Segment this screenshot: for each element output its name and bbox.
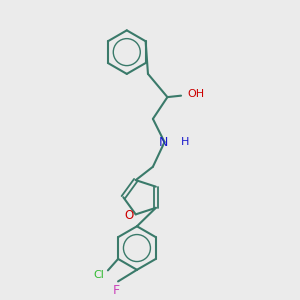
Text: N: N [158, 136, 168, 148]
Text: F: F [113, 284, 120, 297]
Text: OH: OH [188, 88, 205, 99]
Text: Cl: Cl [94, 270, 105, 280]
Text: O: O [125, 209, 134, 222]
Text: H: H [181, 137, 189, 147]
